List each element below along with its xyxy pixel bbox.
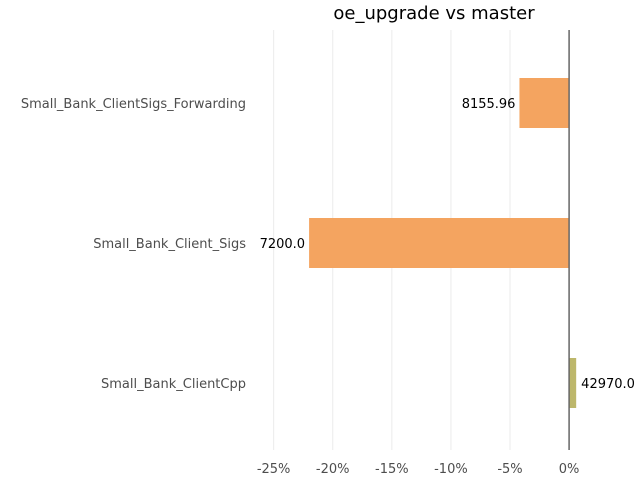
x-tick-label: -15% (375, 462, 409, 477)
x-tick-label: -10% (434, 462, 468, 477)
bar (519, 78, 570, 128)
category-label: Small_Bank_Client_Sigs (93, 237, 246, 252)
x-tick-label: -25% (257, 462, 291, 477)
category-label: Small_Bank_ClientCpp (101, 377, 246, 392)
category-labels: Small_Bank_ClientSigs_Forwarding Small_Ba… (21, 97, 246, 392)
x-tick-label: 0% (559, 462, 580, 477)
x-tick-label: -5% (497, 462, 522, 477)
bar (309, 218, 570, 268)
data-label: 42970.0 (581, 377, 635, 392)
bars (309, 78, 577, 408)
category-label: Small_Bank_ClientSigs_Forwarding (21, 97, 246, 112)
data-label: 7200.0 (260, 237, 306, 252)
data-label: 8155.96 (462, 97, 516, 112)
bar (569, 358, 577, 408)
x-tick-labels: -25% -20% -15% -10% -5% 0% (257, 462, 580, 477)
data-labels: 8155.96 7200.0 42970.0 (260, 97, 635, 392)
chart-title: oe_upgrade vs master (333, 3, 535, 24)
x-tick-label: -20% (316, 462, 350, 477)
